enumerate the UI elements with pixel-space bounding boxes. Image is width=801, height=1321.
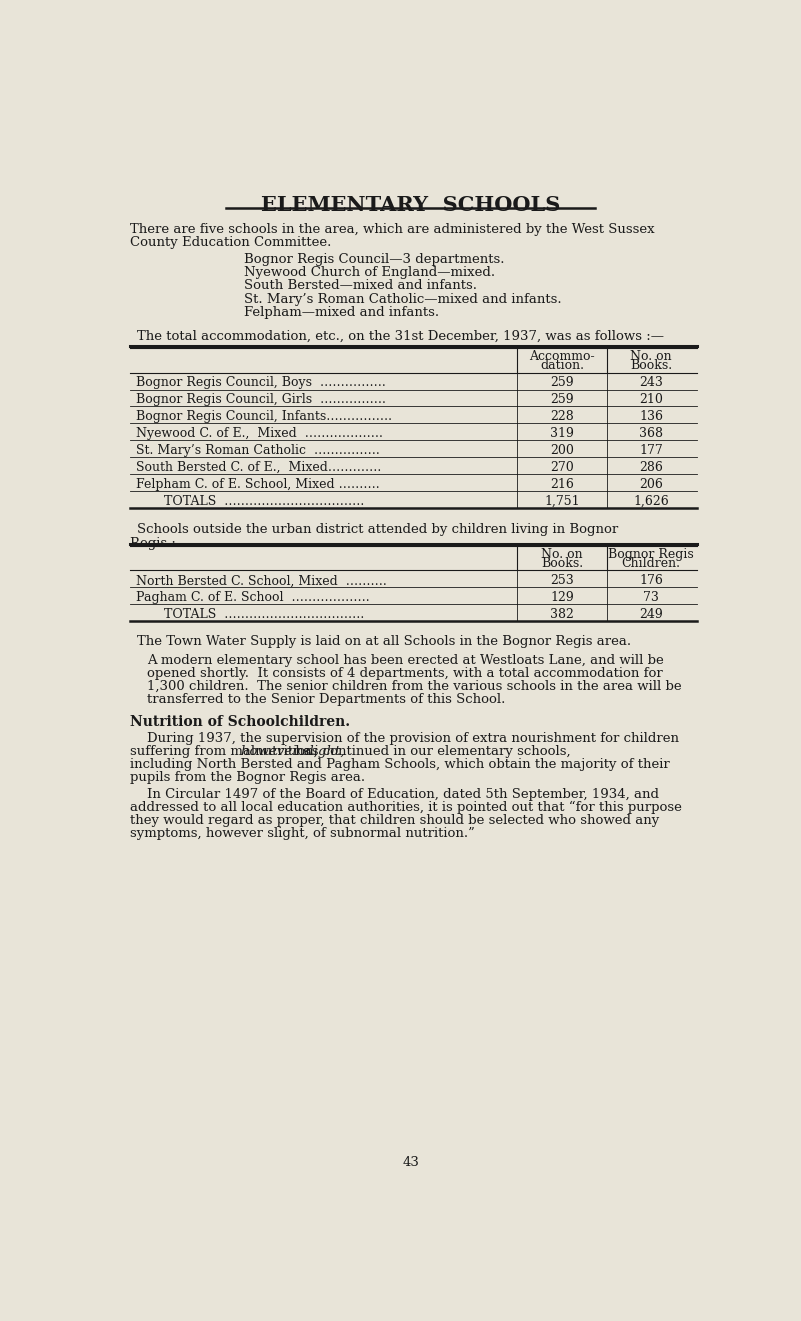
Text: transferred to the Senior Departments of this School.: transferred to the Senior Departments of…: [147, 694, 505, 705]
Text: The total accommodation, etc., on the 31st December, 1937, was as follows :—: The total accommodation, etc., on the 31…: [137, 329, 664, 342]
Text: Schools outside the urban district attended by children living in Bognor: Schools outside the urban district atten…: [137, 523, 618, 536]
Text: Bognor Regis Council, Girls  …………….: Bognor Regis Council, Girls …………….: [136, 394, 385, 407]
Text: 136: 136: [639, 411, 663, 423]
Text: 1,751: 1,751: [544, 495, 580, 509]
Text: St. Mary’s Roman Catholic  …………….: St. Mary’s Roman Catholic …………….: [136, 444, 380, 457]
Text: 1,626: 1,626: [634, 495, 669, 509]
Text: TOTALS  …………………………….: TOTALS …………………………….: [164, 608, 364, 621]
Text: During 1937, the supervision of the provision of extra nourishment for children: During 1937, the supervision of the prov…: [147, 732, 678, 745]
Text: 1,300 children.  The senior children from the various schools in the area will b: 1,300 children. The senior children from…: [147, 680, 681, 692]
Text: County Education Committee.: County Education Committee.: [130, 236, 331, 250]
Text: 176: 176: [639, 575, 663, 588]
Text: 270: 270: [550, 461, 574, 474]
Text: 73: 73: [643, 592, 659, 604]
Text: Regis :—: Regis :—: [130, 536, 189, 550]
Text: they would regard as proper, that children should be selected who showed any: they would regard as proper, that childr…: [130, 814, 659, 827]
Text: South Bersted—mixed and infants.: South Bersted—mixed and infants.: [244, 280, 477, 292]
Text: Bognor Regis Council, Infants…………….: Bognor Regis Council, Infants…………….: [136, 411, 392, 423]
Text: Books.: Books.: [541, 557, 583, 571]
Text: 228: 228: [550, 411, 574, 423]
Text: 200: 200: [550, 444, 574, 457]
Text: 253: 253: [550, 575, 574, 588]
Text: Nutrition of Schoolchildren.: Nutrition of Schoolchildren.: [130, 715, 350, 729]
Text: Accommo-: Accommo-: [529, 350, 595, 363]
Text: 259: 259: [550, 376, 574, 390]
Text: addressed to all local education authorities, it is pointed out that “for this p: addressed to all local education authori…: [130, 801, 682, 814]
Text: TOTALS  …………………………….: TOTALS …………………………….: [164, 495, 364, 509]
Text: Pagham C. of E. School  ……………….: Pagham C. of E. School ……………….: [136, 592, 369, 604]
Text: symptoms, however slight, of subnormal nutrition.”: symptoms, however slight, of subnormal n…: [130, 827, 474, 840]
Text: Felpham—mixed and infants.: Felpham—mixed and infants.: [244, 305, 439, 318]
Text: 177: 177: [639, 444, 663, 457]
Text: including North Bersted and Pagham Schools, which obtain the majority of their: including North Bersted and Pagham Schoo…: [130, 758, 670, 771]
Text: Bognor Regis Council, Boys  …………….: Bognor Regis Council, Boys …………….: [136, 376, 385, 390]
Text: Nyewood C. of E.,  Mixed  ……………….: Nyewood C. of E., Mixed ……………….: [136, 427, 383, 440]
Text: opened shortly.  It consists of 4 departments, with a total accommodation for: opened shortly. It consists of 4 departm…: [147, 667, 662, 680]
Text: Bognor Regis: Bognor Regis: [608, 548, 694, 561]
Text: dation.: dation.: [540, 359, 584, 373]
Text: 243: 243: [639, 376, 663, 390]
Text: No. on: No. on: [630, 350, 672, 363]
Text: has continued in our elementary schools,: has continued in our elementary schools,: [291, 745, 571, 758]
Text: The Town Water Supply is laid on at all Schools in the Bognor Regis area.: The Town Water Supply is laid on at all …: [137, 635, 631, 649]
Text: In Circular 1497 of the Board of Education, dated 5th September, 1934, and: In Circular 1497 of the Board of Educati…: [147, 787, 658, 801]
Text: 206: 206: [639, 478, 663, 491]
Text: 382: 382: [550, 608, 574, 621]
Text: however slight,: however slight,: [240, 745, 344, 758]
Text: South Bersted C. of E.,  Mixed………….: South Bersted C. of E., Mixed………….: [136, 461, 381, 474]
Text: A modern elementary school has been erected at Westloats Lane, and will be: A modern elementary school has been erec…: [147, 654, 663, 667]
Text: pupils from the Bognor Regis area.: pupils from the Bognor Regis area.: [130, 771, 364, 785]
Text: 43: 43: [402, 1156, 420, 1169]
Text: 286: 286: [639, 461, 663, 474]
Text: 216: 216: [550, 478, 574, 491]
Text: 249: 249: [639, 608, 663, 621]
Text: North Bersted C. School, Mixed  ……….: North Bersted C. School, Mixed ……….: [136, 575, 387, 588]
Text: 319: 319: [550, 427, 574, 440]
Text: 259: 259: [550, 394, 574, 407]
Text: No. on: No. on: [541, 548, 583, 561]
Text: Children.: Children.: [622, 557, 681, 571]
Text: 210: 210: [639, 394, 663, 407]
Text: St. Mary’s Roman Catholic—mixed and infants.: St. Mary’s Roman Catholic—mixed and infa…: [244, 292, 562, 305]
Text: 368: 368: [639, 427, 663, 440]
Text: Books.: Books.: [630, 359, 672, 373]
Text: suffering from malnutrition,: suffering from malnutrition,: [130, 745, 321, 758]
Text: ELEMENTARY  SCHOOLS: ELEMENTARY SCHOOLS: [261, 196, 561, 215]
Text: Felpham C. of E. School, Mixed ……….: Felpham C. of E. School, Mixed ……….: [136, 478, 380, 491]
Text: Nyewood Church of England—mixed.: Nyewood Church of England—mixed.: [244, 267, 495, 279]
Text: There are five schools in the area, which are administered by the West Sussex: There are five schools in the area, whic…: [130, 223, 654, 236]
Text: Bognor Regis Council—3 departments.: Bognor Regis Council—3 departments.: [244, 254, 504, 267]
Text: 129: 129: [550, 592, 574, 604]
